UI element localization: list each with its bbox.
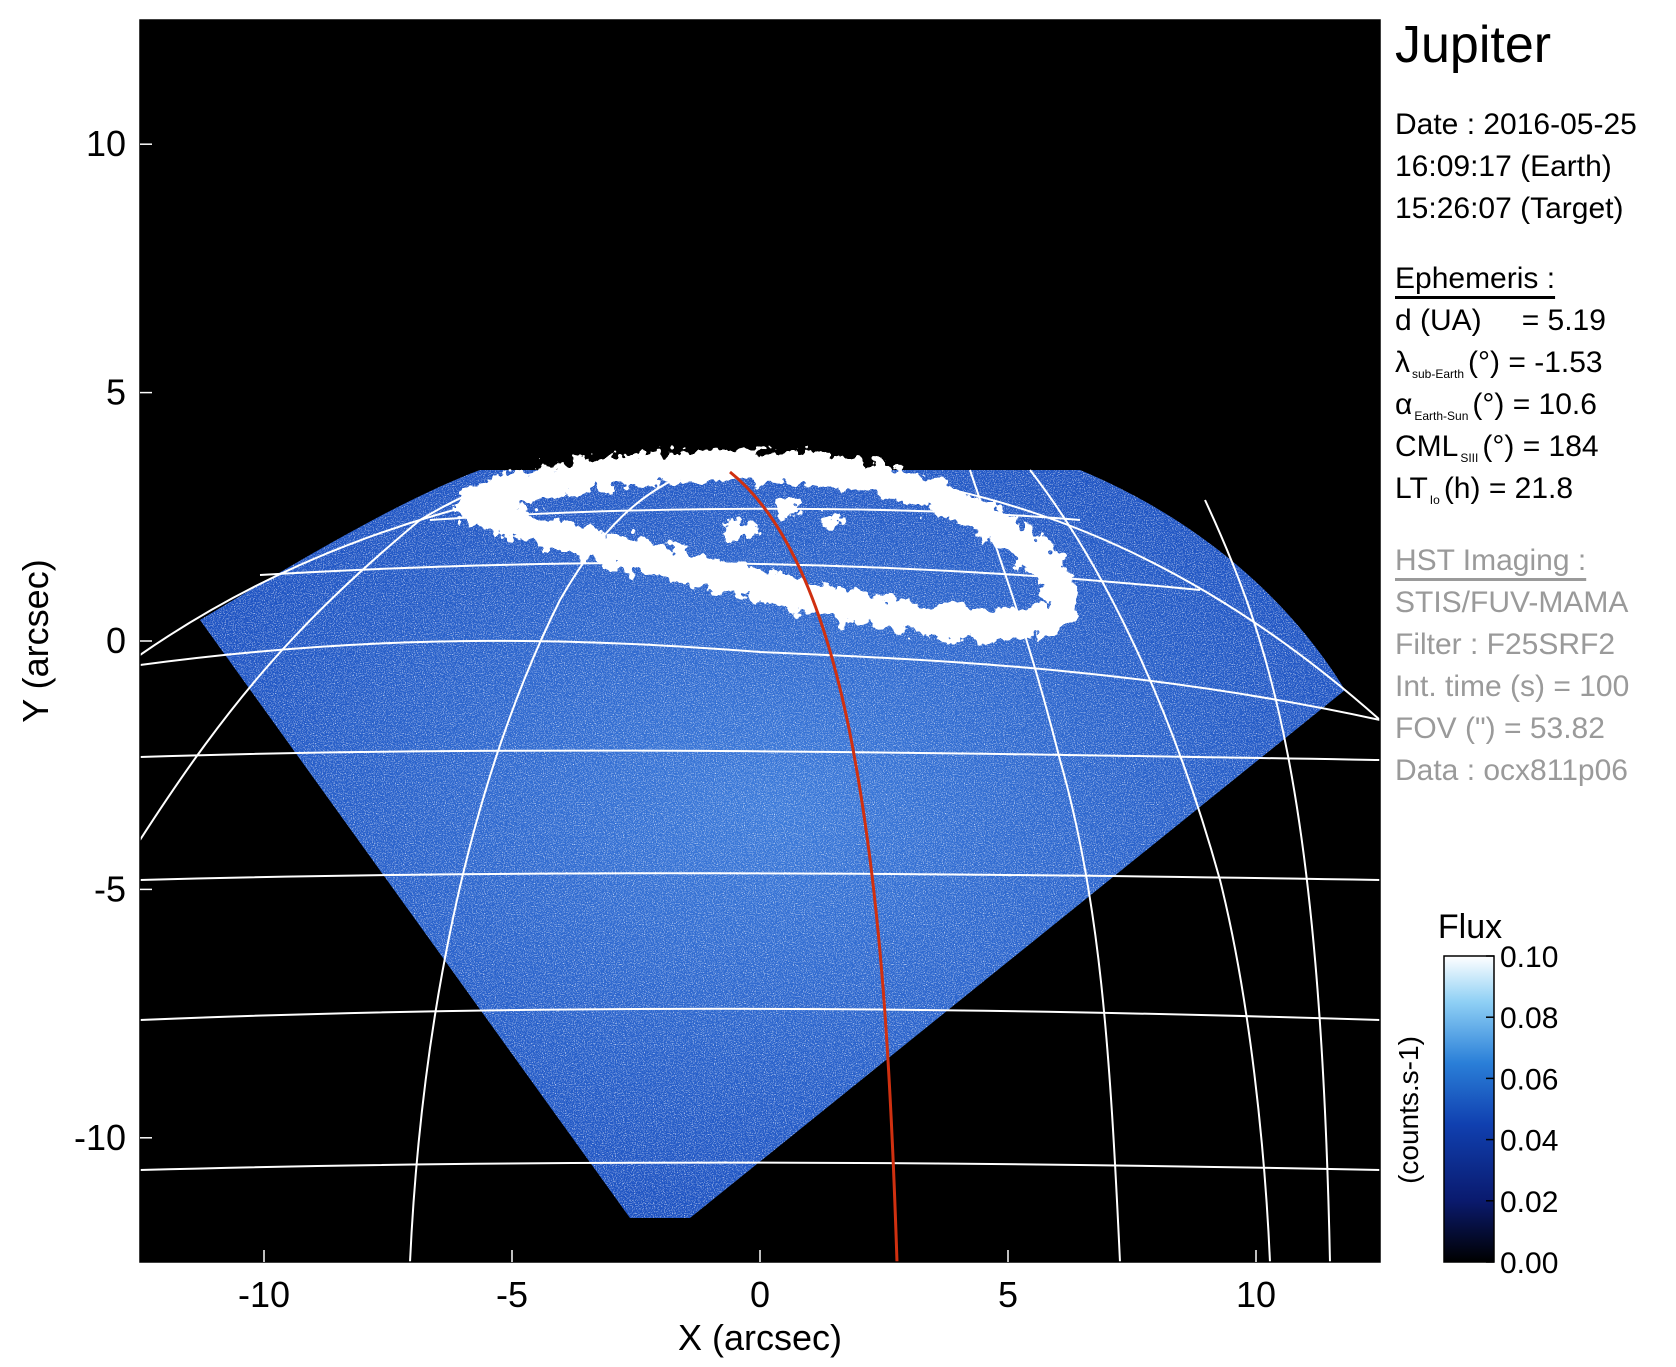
colorbar-tick-label: 0.00 xyxy=(1500,1247,1558,1280)
colorbar-tick-label: 0.02 xyxy=(1500,1186,1558,1219)
colorbar-tick-label: 0.04 xyxy=(1500,1125,1558,1158)
time-target: 15:26:07 (Target) xyxy=(1395,192,1624,225)
x-tick-label: -10 xyxy=(238,1274,290,1315)
hst-heading: HST Imaging : xyxy=(1395,544,1587,577)
x-tick-label: 0 xyxy=(750,1274,770,1315)
ephemeris-io-local-time: LT Io (h) = 21.8 xyxy=(1395,472,1574,507)
ephemeris-phase-angle: α Earth-Sun (°) = 10.6 xyxy=(1395,388,1597,423)
ephemeris-panel: Ephemeris : d (UA) = 5.19 λ sub-Earth (°) =… xyxy=(1395,258,1606,510)
y-tick-label: 5 xyxy=(106,372,126,413)
x-tick-label: 5 xyxy=(998,1274,1018,1315)
plot-area xyxy=(139,19,1381,1263)
y-axis-label: Y (arcsec) xyxy=(15,559,56,722)
emission-speckle xyxy=(200,470,1345,1218)
hst-int-time: Int. time (s) = 100 xyxy=(1395,670,1630,703)
ephemeris-heading: Ephemeris : xyxy=(1395,262,1556,295)
observation-info: Date : 2016-05-25 16:09:17 (Earth) 15:26… xyxy=(1395,104,1637,230)
x-axis-label: X (arcsec) xyxy=(678,1317,842,1358)
target-title: Jupiter xyxy=(1395,16,1552,74)
y-axis-ticks: 10 5 0 -5 -10 xyxy=(74,123,152,1158)
colorbar-title: Flux xyxy=(1438,908,1502,946)
lat-lon-grid xyxy=(140,466,1380,1262)
time-earth: 16:09:17 (Earth) xyxy=(1395,150,1612,183)
date-line: Date : 2016-05-25 xyxy=(1395,108,1637,141)
y-tick-label: 10 xyxy=(86,123,126,164)
ephemeris-sub-earth-lat: λ sub-Earth (°) = -1.53 xyxy=(1395,346,1603,381)
x-tick-label: 10 xyxy=(1236,1274,1276,1315)
limb xyxy=(140,466,1380,721)
colorbar-ticks: 0.10 0.08 0.06 0.04 0.02 0.00 xyxy=(1486,941,1558,1280)
x-tick-label: -5 xyxy=(496,1274,528,1315)
colorbar-tick-label: 0.06 xyxy=(1500,1063,1558,1096)
colorbar-label: (counts.s-1) xyxy=(1393,1036,1424,1184)
x-axis-ticks: -10 -5 0 5 10 xyxy=(238,1250,1276,1315)
ephemeris-distance: d (UA) = 5.19 xyxy=(1395,304,1606,337)
ephemeris-cml: CML SIII (°) = 184 xyxy=(1395,430,1599,465)
y-tick-label: -5 xyxy=(94,868,126,909)
hst-instrument: STIS/FUV-MAMA xyxy=(1395,586,1629,619)
y-tick-label: 0 xyxy=(106,620,126,661)
colorbar: Flux 0.10 0.08 0.06 0.04 0.02 0.00 (counts.s-… xyxy=(1393,908,1558,1280)
colorbar-ramp xyxy=(1443,955,1495,1263)
hst-data-id: Data : ocx811p06 xyxy=(1395,754,1628,787)
hst-imaging-panel: HST Imaging : STIS/FUV-MAMA Filter : F25… xyxy=(1395,540,1629,792)
colorbar-tick-label: 0.08 xyxy=(1500,1002,1558,1035)
cml-meridian xyxy=(729,470,899,1262)
y-tick-label: -10 xyxy=(74,1117,126,1158)
hst-fov: FOV (") = 53.82 xyxy=(1395,712,1605,745)
colorbar-tick-label: 0.10 xyxy=(1500,941,1558,974)
hst-filter: Filter : F25SRF2 xyxy=(1395,628,1616,661)
